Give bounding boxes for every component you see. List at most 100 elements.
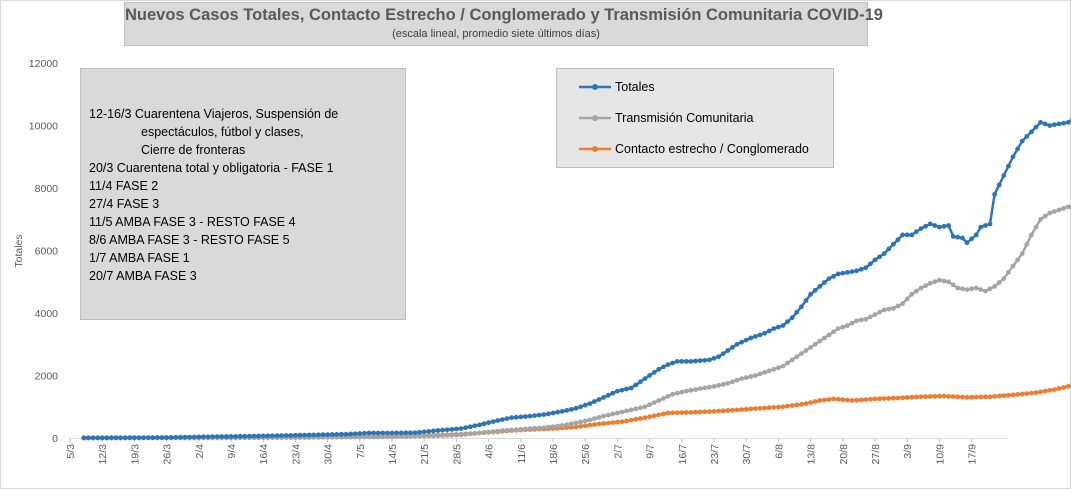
data-point-contacto-estrecho-conglomerado — [730, 407, 735, 413]
data-point-contacto-estrecho-conglomerado — [1015, 392, 1020, 397]
data-point-transmisi-n-comunitaria — [909, 291, 915, 297]
data-point-totales — [145, 435, 151, 440]
data-point-contacto-estrecho-conglomerado — [601, 421, 606, 426]
data-point-transmisi-n-comunitaria — [973, 285, 979, 291]
data-point-totales — [527, 413, 533, 419]
x-tick-label: 16/7 — [677, 444, 689, 465]
data-point-transmisi-n-comunitaria — [532, 425, 537, 431]
data-point-transmisi-n-comunitaria — [1029, 232, 1034, 238]
data-point-transmisi-n-comunitaria — [914, 288, 919, 294]
data-point-contacto-estrecho-conglomerado — [854, 397, 859, 403]
data-point-transmisi-n-comunitaria — [849, 320, 855, 326]
data-point-contacto-estrecho-conglomerado — [633, 416, 639, 422]
data-point-totales — [592, 399, 597, 404]
data-point-totales — [99, 435, 105, 441]
data-point-totales — [191, 434, 197, 440]
data-point-totales — [854, 268, 859, 274]
data-point-transmisi-n-comunitaria — [817, 338, 823, 344]
data-point-contacto-estrecho-conglomerado — [973, 394, 979, 400]
data-point-transmisi-n-comunitaria — [766, 368, 772, 374]
data-point-totales — [845, 270, 850, 275]
data-point-totales — [1010, 154, 1016, 160]
data-point-totales — [118, 435, 123, 441]
data-point-transmisi-n-comunitaria — [449, 432, 455, 438]
data-point-totales — [288, 433, 294, 438]
data-point-totales — [357, 431, 363, 436]
data-point-totales — [486, 420, 491, 426]
data-point-contacto-estrecho-conglomerado — [794, 402, 800, 408]
data-point-contacto-estrecho-conglomerado — [1065, 384, 1071, 389]
y-axis-label: Totales — [13, 234, 25, 267]
data-point-totales — [596, 397, 602, 402]
data-point-transmisi-n-comunitaria — [983, 288, 988, 294]
data-point-totales — [132, 435, 137, 440]
data-point-contacto-estrecho-conglomerado — [1038, 389, 1043, 395]
data-point-transmisi-n-comunitaria — [872, 312, 878, 317]
data-point-transmisi-n-comunitaria — [716, 383, 721, 388]
data-point-transmisi-n-comunitaria — [357, 434, 363, 440]
data-point-transmisi-n-comunitaria — [628, 407, 634, 413]
data-point-totales — [693, 358, 698, 364]
data-point-transmisi-n-comunitaria — [845, 323, 850, 328]
data-point-transmisi-n-comunitaria — [403, 434, 409, 439]
data-point-contacto-estrecho-conglomerado — [739, 407, 744, 412]
data-point-totales — [279, 433, 284, 438]
data-point-contacto-estrecho-conglomerado — [1001, 393, 1007, 398]
x-tick-label: 4/6 — [484, 444, 496, 459]
data-point-totales — [293, 432, 298, 438]
data-point-transmisi-n-comunitaria — [932, 279, 938, 285]
data-point-totales — [435, 428, 441, 433]
data-point-contacto-estrecho-conglomerado — [619, 419, 625, 425]
data-point-transmisi-n-comunitaria — [799, 351, 804, 356]
data-point-totales — [601, 395, 606, 400]
data-point-totales — [725, 348, 731, 353]
data-point-totales — [311, 432, 317, 438]
data-point-transmisi-n-comunitaria — [877, 309, 882, 315]
data-point-totales — [753, 334, 758, 339]
data-point-contacto-estrecho-conglomerado — [817, 398, 823, 403]
data-point-totales — [513, 414, 519, 420]
data-point-totales — [375, 430, 381, 436]
data-point-contacto-estrecho-conglomerado — [665, 410, 671, 416]
data-point-contacto-estrecho-conglomerado — [831, 396, 836, 402]
data-point-contacto-estrecho-conglomerado — [799, 401, 804, 407]
data-point-totales — [532, 413, 537, 418]
data-point-totales — [196, 434, 202, 440]
data-point-transmisi-n-comunitaria — [385, 434, 390, 440]
data-point-contacto-estrecho-conglomerado — [587, 422, 593, 428]
data-point-transmisi-n-comunitaria — [900, 301, 905, 306]
data-point-contacto-estrecho-conglomerado — [835, 396, 841, 402]
y-tick-label: 12000 — [29, 58, 58, 70]
data-point-contacto-estrecho-conglomerado — [592, 422, 597, 427]
data-point-totales — [210, 434, 216, 440]
data-point-totales — [122, 435, 128, 441]
data-point-totales — [996, 182, 1002, 188]
data-point-contacto-estrecho-conglomerado — [812, 399, 818, 404]
x-tick-label: 2/4 — [194, 444, 206, 459]
data-point-transmisi-n-comunitaria — [734, 377, 740, 383]
data-point-contacto-estrecho-conglomerado — [753, 406, 758, 411]
data-point-totales — [256, 433, 261, 439]
data-point-totales — [454, 426, 459, 432]
data-point-totales — [849, 269, 855, 274]
data-point-totales — [201, 434, 206, 440]
data-point-totales — [155, 435, 160, 440]
y-tick-label: 8000 — [35, 183, 59, 195]
data-point-transmisi-n-comunitaria — [1061, 205, 1066, 211]
data-point-totales — [992, 191, 997, 197]
data-point-transmisi-n-comunitaria — [789, 357, 795, 363]
data-point-contacto-estrecho-conglomerado — [1056, 386, 1062, 391]
data-point-contacto-estrecho-conglomerado — [679, 410, 685, 415]
data-point-transmisi-n-comunitaria — [739, 376, 744, 381]
data-point-transmisi-n-comunitaria — [477, 430, 482, 436]
note-line: 20/7 AMBA FASE 3 — [89, 269, 197, 283]
data-point-contacto-estrecho-conglomerado — [1061, 385, 1066, 390]
note-line: 12-16/3 Cuarentena Viajeros, Suspensión … — [89, 107, 339, 121]
note-line: 27/4 FASE 3 — [89, 197, 160, 211]
data-point-transmisi-n-comunitaria — [665, 393, 671, 399]
data-point-transmisi-n-comunitaria — [1065, 204, 1071, 210]
data-point-transmisi-n-comunitaria — [693, 387, 698, 392]
data-point-totales — [955, 234, 961, 240]
data-point-totales — [707, 357, 712, 363]
data-point-totales — [964, 240, 970, 246]
